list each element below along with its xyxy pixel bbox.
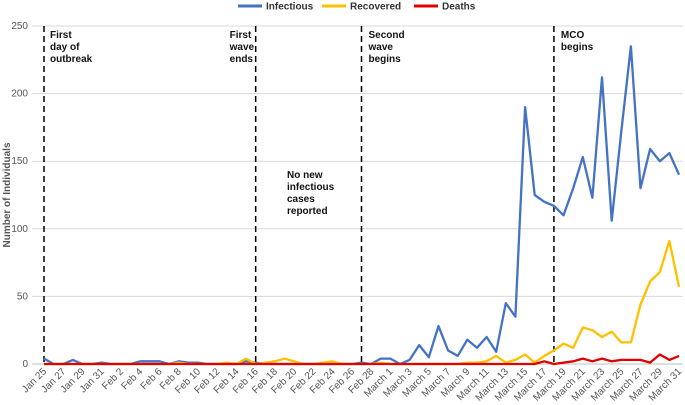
note: infectious bbox=[287, 182, 335, 193]
legend-label: Deaths bbox=[442, 2, 476, 13]
event-label: Second bbox=[369, 30, 405, 41]
y-tick-label: 0 bbox=[22, 359, 28, 370]
legend-label: Infectious bbox=[266, 2, 314, 13]
event-label: First bbox=[50, 30, 72, 41]
event-label: wave bbox=[368, 42, 394, 53]
y-tick-label: 150 bbox=[11, 156, 28, 167]
note: reported bbox=[287, 206, 328, 217]
event-label: First bbox=[230, 30, 252, 41]
event-label: wave bbox=[229, 42, 255, 53]
event-label: begins bbox=[561, 42, 594, 53]
note: cases bbox=[287, 194, 315, 205]
y-tick-label: 200 bbox=[11, 89, 28, 100]
event-label: outbreak bbox=[50, 54, 93, 65]
y-tick-label: 50 bbox=[17, 291, 29, 302]
legend-label: Recovered bbox=[350, 2, 401, 13]
event-label: day of bbox=[50, 42, 80, 53]
event-label: ends bbox=[230, 54, 254, 65]
y-tick-label: 100 bbox=[11, 224, 28, 235]
note: No new bbox=[287, 170, 323, 181]
y-axis-label: Number of Individuals bbox=[2, 142, 13, 247]
event-label: begins bbox=[369, 54, 402, 65]
event-label: MCO bbox=[561, 30, 585, 41]
series-line bbox=[44, 353, 680, 366]
y-tick-label: 250 bbox=[11, 21, 28, 32]
series-line bbox=[43, 45, 681, 366]
